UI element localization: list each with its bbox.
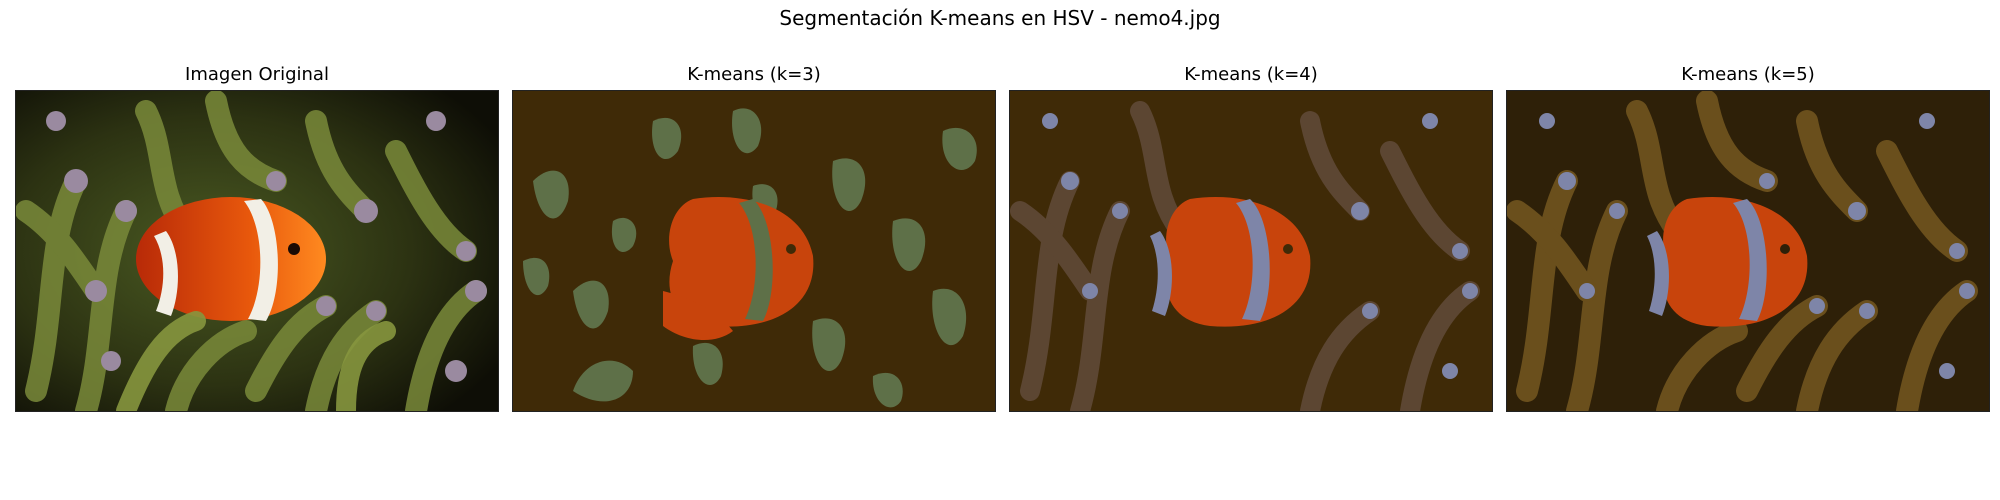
segmentation-k5-image [1506,90,1990,412]
original-image [15,90,499,412]
panel-title-original: Imagen Original [185,64,329,85]
panel-title-k3: K-means (k=3) [687,64,821,85]
panel-title-k4: K-means (k=4) [1184,64,1318,85]
segmentation-k3-image [512,90,996,412]
segmentation-k4-image [1009,90,1493,412]
panel-title-k5: K-means (k=5) [1681,64,1815,85]
figure-title: Segmentación K-means en HSV - nemo4.jpg [779,6,1221,30]
